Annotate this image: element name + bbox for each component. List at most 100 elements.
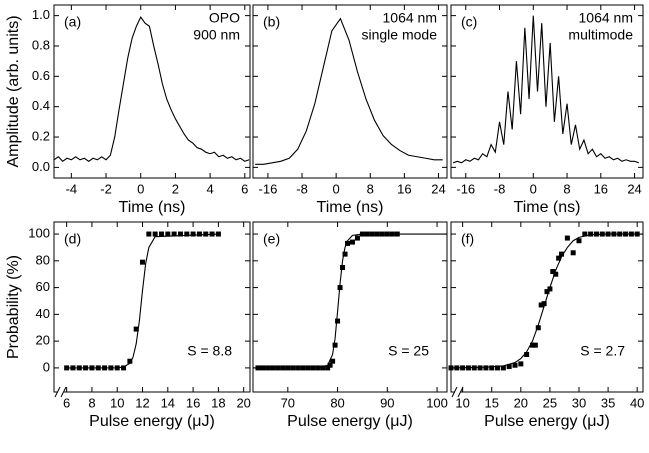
x-tick-label: 70 (281, 395, 295, 410)
x-tick-label: 16 (186, 395, 200, 410)
x-tick-label: 0 (333, 181, 340, 196)
data-point (623, 231, 629, 237)
x-tick-label: 6 (241, 181, 248, 196)
x-tick-label: 40 (630, 395, 644, 410)
y-tick-label: 20 (36, 333, 50, 348)
data-point (190, 231, 196, 237)
panel-label: (f) (461, 231, 474, 247)
data-point (215, 231, 221, 237)
x-tick-label: 6 (63, 395, 70, 410)
data-point (184, 231, 190, 237)
data-point (270, 365, 276, 371)
data-point (260, 365, 266, 371)
x-tick-label: 20 (236, 395, 250, 410)
y-tick-label: 0.4 (32, 98, 50, 113)
x-tick-label: 90 (380, 395, 394, 410)
data-point (196, 231, 202, 237)
y-tick-label: 0 (43, 359, 50, 374)
x-axis-label: Time (ns) (317, 199, 384, 216)
data-point (564, 235, 570, 241)
data-point (275, 365, 281, 371)
y-tick-label: 60 (36, 279, 50, 294)
data-point (544, 289, 550, 295)
plot-frame (450, 4, 644, 179)
signal-line (255, 17, 443, 165)
annotation: 1064 nm (579, 10, 633, 26)
data-point (265, 365, 271, 371)
data-point (255, 365, 261, 371)
data-point (617, 231, 623, 237)
data-point (108, 365, 114, 371)
panel-label: (a) (64, 14, 81, 30)
y-tick-label: 0.8 (32, 37, 50, 52)
x-tick-label: 18 (211, 395, 225, 410)
data-point (340, 265, 346, 271)
y-tick-label: 40 (36, 306, 50, 321)
y-axis-label: Amplitude (arb. units) (5, 15, 22, 167)
data-point (518, 361, 524, 367)
y-axis-label: Probability (%) (5, 255, 22, 359)
axis-break-gap (58, 389, 64, 395)
data-point (152, 231, 158, 237)
data-point (300, 365, 306, 371)
data-point (500, 365, 506, 371)
x-tick-label: -16 (259, 181, 278, 196)
plot-frame (53, 4, 251, 179)
plot-frame (450, 221, 644, 393)
annotation: 1064 nm (383, 10, 437, 26)
data-point (556, 255, 562, 261)
data-point (305, 365, 311, 371)
x-tick-label: 10 (455, 395, 469, 410)
y-tick-label: 0.2 (32, 128, 50, 143)
axis-break-mark (60, 386, 67, 398)
annotation: S = 25 (388, 343, 429, 359)
axis-break-mark (451, 386, 458, 398)
data-point (599, 231, 605, 237)
data-point (345, 240, 351, 246)
data-point (588, 231, 594, 237)
signal-line (452, 15, 639, 164)
data-point (342, 251, 348, 257)
data-point (295, 365, 301, 371)
x-tick-label: 14 (161, 395, 175, 410)
data-point (359, 231, 365, 237)
data-point (524, 352, 530, 358)
data-point (310, 365, 316, 371)
axis-break (54, 386, 67, 398)
data-point (177, 231, 183, 237)
data-point (158, 231, 164, 237)
data-point (379, 231, 385, 237)
data-point (332, 342, 338, 348)
plot-frame (252, 4, 448, 179)
data-point (320, 365, 326, 371)
x-tick-label: 0 (137, 181, 144, 196)
data-point (83, 365, 89, 371)
data-point (465, 365, 471, 371)
panel-label: (c) (461, 14, 477, 30)
x-tick-label: 0 (530, 181, 537, 196)
x-axis-label: Time (ns) (119, 199, 186, 216)
annotation: 900 nm (193, 27, 240, 43)
y-tick-label: 0.0 (32, 159, 50, 174)
data-point (203, 231, 209, 237)
data-point (354, 235, 360, 241)
data-point (460, 365, 466, 371)
data-point (593, 231, 599, 237)
data-point (133, 326, 139, 332)
data-point (535, 325, 541, 331)
x-tick-label: 24 (431, 181, 445, 196)
data-point (384, 231, 390, 237)
data-point (171, 231, 177, 237)
data-point (506, 364, 512, 370)
data-point (553, 271, 559, 277)
data-point (209, 231, 215, 237)
data-point (140, 259, 146, 265)
annotation: single mode (362, 27, 438, 43)
data-point (374, 231, 380, 237)
x-tick-label: 80 (330, 395, 344, 410)
data-point (529, 342, 535, 348)
x-tick-label: 8 (563, 181, 570, 196)
data-point (605, 231, 611, 237)
x-tick-label: 2 (172, 181, 179, 196)
data-point (349, 239, 355, 245)
